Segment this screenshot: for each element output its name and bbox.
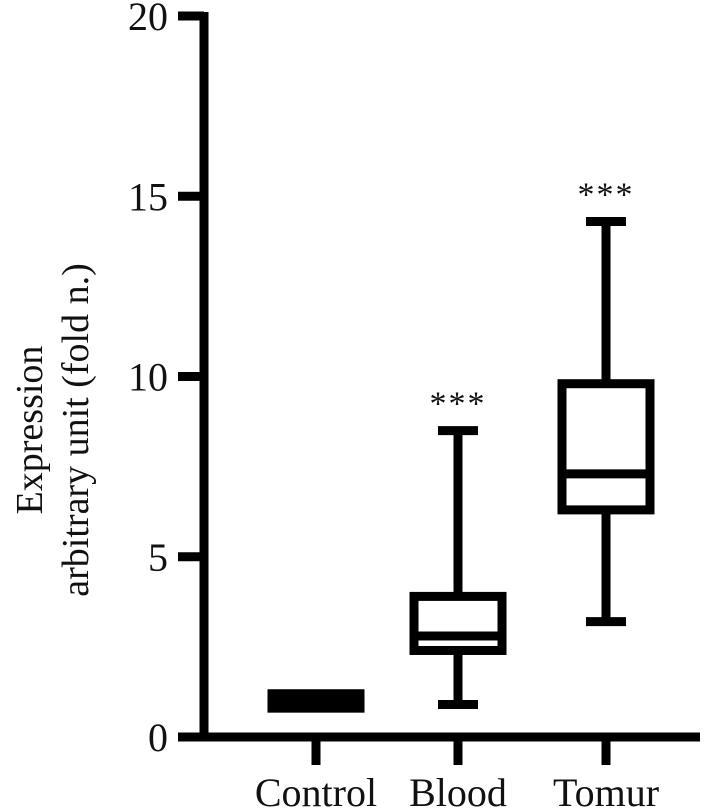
box-blood: *** [409,386,507,710]
box-iqr-control [267,689,365,713]
y-axis-title: Expression arbitrary unit (fold n.) [9,263,97,596]
boxes: *** *** [267,176,655,713]
x-axis: Control Blood Tomur [200,732,700,810]
y-tick-label-20: 20 [128,0,168,39]
x-category-label-blood: Blood [409,770,507,810]
x-category-label-control: Control [255,770,377,810]
y-tick-label-5: 5 [148,535,168,580]
y-tick-label-10: 10 [128,355,168,400]
box-control [267,689,365,713]
box-tomur: *** [557,176,655,627]
y-axis: 0 5 10 15 20 [128,0,209,760]
box-iqr-tomur [557,379,655,515]
y-axis-title-line-1: Expression [9,346,51,515]
x-category-label-tomur: Tomur [553,770,659,810]
y-tick-label-0: 0 [148,715,168,760]
box-iqr-blood [409,591,507,655]
y-axis-title-line-2: arbitrary unit (fold n.) [55,263,97,596]
significance-label-tomur: *** [578,176,635,213]
significance-label-blood: *** [430,386,487,423]
y-tick-label-15: 15 [128,174,168,219]
